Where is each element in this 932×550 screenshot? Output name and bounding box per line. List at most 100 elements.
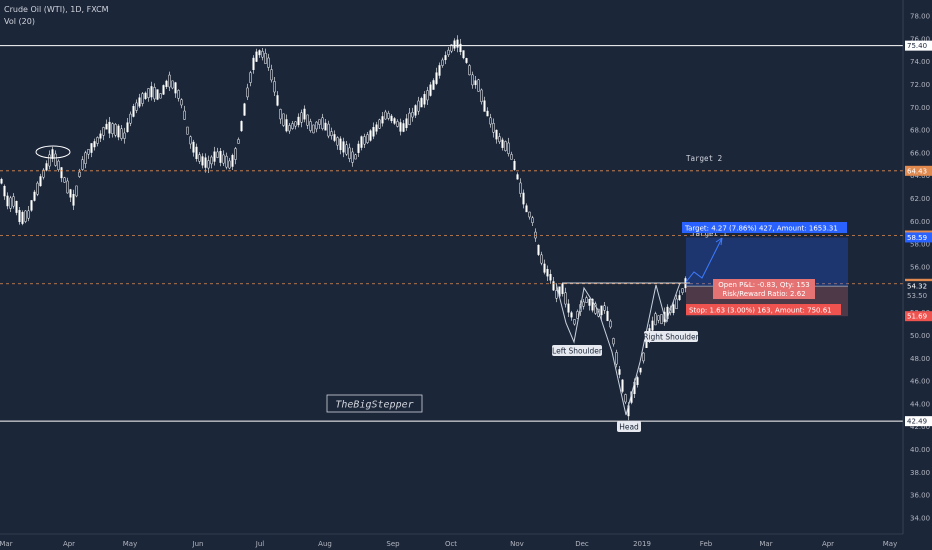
candle-body [567,303,570,313]
candle-body [273,81,276,93]
candle-body [369,130,372,141]
candle-body [474,80,477,86]
left-shoulder-label-bg [552,345,602,356]
profit-zone[interactable] [686,237,848,287]
candle-body [432,80,435,90]
candle-body [606,311,609,322]
time-axis[interactable]: Mar Apr May Jun Jul Aug Sep Oct Nov Dec 2019 Feb Mar… [0,540,897,548]
candle-body [102,127,105,136]
level-price-tag-bg [905,416,932,427]
head-label: Head [619,423,639,432]
candle-body [309,121,312,131]
candle-body [390,115,393,121]
candle-body [600,305,603,316]
head-and-shoulders-pattern [555,282,681,416]
candle-body [216,151,219,158]
candle-body [117,125,120,138]
candle-body [105,123,108,130]
candle-body [492,123,495,133]
time-tick-label: Nov [510,540,524,548]
candle-body [174,82,177,94]
candle-body [270,69,273,81]
candle-body [621,379,624,392]
candle-body [387,112,390,119]
candle-body [165,80,168,87]
candle-body [219,150,222,163]
price-tick-label: 66.00 [910,149,930,157]
candle-body [93,141,96,148]
author-label: TheBigStepper [335,400,413,411]
candle-body [393,118,396,124]
candle-body [48,154,51,167]
pnl-text: Open P&L: -0.83, Qty: 153 [718,281,809,289]
candle-body [375,124,378,132]
candle-body [360,136,363,148]
volume-label: Vol (20) [4,17,35,26]
author-box [326,394,423,413]
candle-body [408,112,411,126]
candle-body [333,134,336,141]
candle-body [426,90,429,101]
candle-body [204,157,207,168]
candle-body [312,124,315,134]
candle-body [459,43,462,53]
candle-body [261,50,264,58]
candle-body [456,39,459,48]
candle-body [513,161,516,170]
candle-body [321,117,324,129]
candle-body [501,139,504,148]
time-tick-label: Jun [192,540,204,548]
candle-body [42,169,45,178]
candle-body [336,137,339,146]
candle-body [111,123,114,135]
target-text: Target: 4.27 (7.86%) 427, Amount: 1653.3… [684,225,838,233]
candle-body [378,119,381,129]
candle-body [477,79,480,92]
candle-body [57,160,60,171]
candle-body [657,315,660,321]
candle-body [297,116,300,126]
candle-body [330,131,333,137]
price-tick-label: 58.00 [910,241,930,249]
candle-body [153,87,156,100]
right-shoulder-label: Right Shoulder [643,333,699,342]
candle-body [306,114,309,126]
candle-body [552,281,555,291]
candle-body [420,98,423,108]
candle-body [288,125,291,132]
candle-body [651,320,654,331]
candle-body [654,313,657,326]
candle-body [276,95,279,106]
time-tick-label: Feb [700,540,713,548]
candle-body [405,118,408,128]
target-price-tag: 58.59 [907,234,927,242]
candle-body [0,179,3,184]
candle-body [537,244,540,255]
level-price-tag-bg [905,40,932,51]
candle-body [69,189,72,198]
candle-body [285,119,288,132]
candle-body [9,197,12,209]
candle-body [486,110,489,117]
time-tick-label: Aug [318,540,332,548]
time-tick-label: Sep [386,540,400,548]
candle-body [468,65,471,76]
candle-body [138,97,141,107]
price-tick-label: 70.00 [910,104,930,112]
candle-body [366,134,369,143]
pnl-box-bg [713,279,815,299]
time-tick-label: May [123,540,137,548]
candle-body [6,195,9,207]
candle-body [528,211,531,218]
candle-body [144,92,147,99]
stop-price-tag: 51.69 [907,313,927,321]
candle-body [522,192,525,205]
candle-body [54,153,57,166]
candle-body [123,132,126,139]
price-tick-label: 46.00 [910,378,930,386]
candle-body [303,108,306,120]
level-price-tag-bg [905,165,932,176]
time-tick-label: Apr [63,540,75,548]
candle-body [561,283,564,294]
